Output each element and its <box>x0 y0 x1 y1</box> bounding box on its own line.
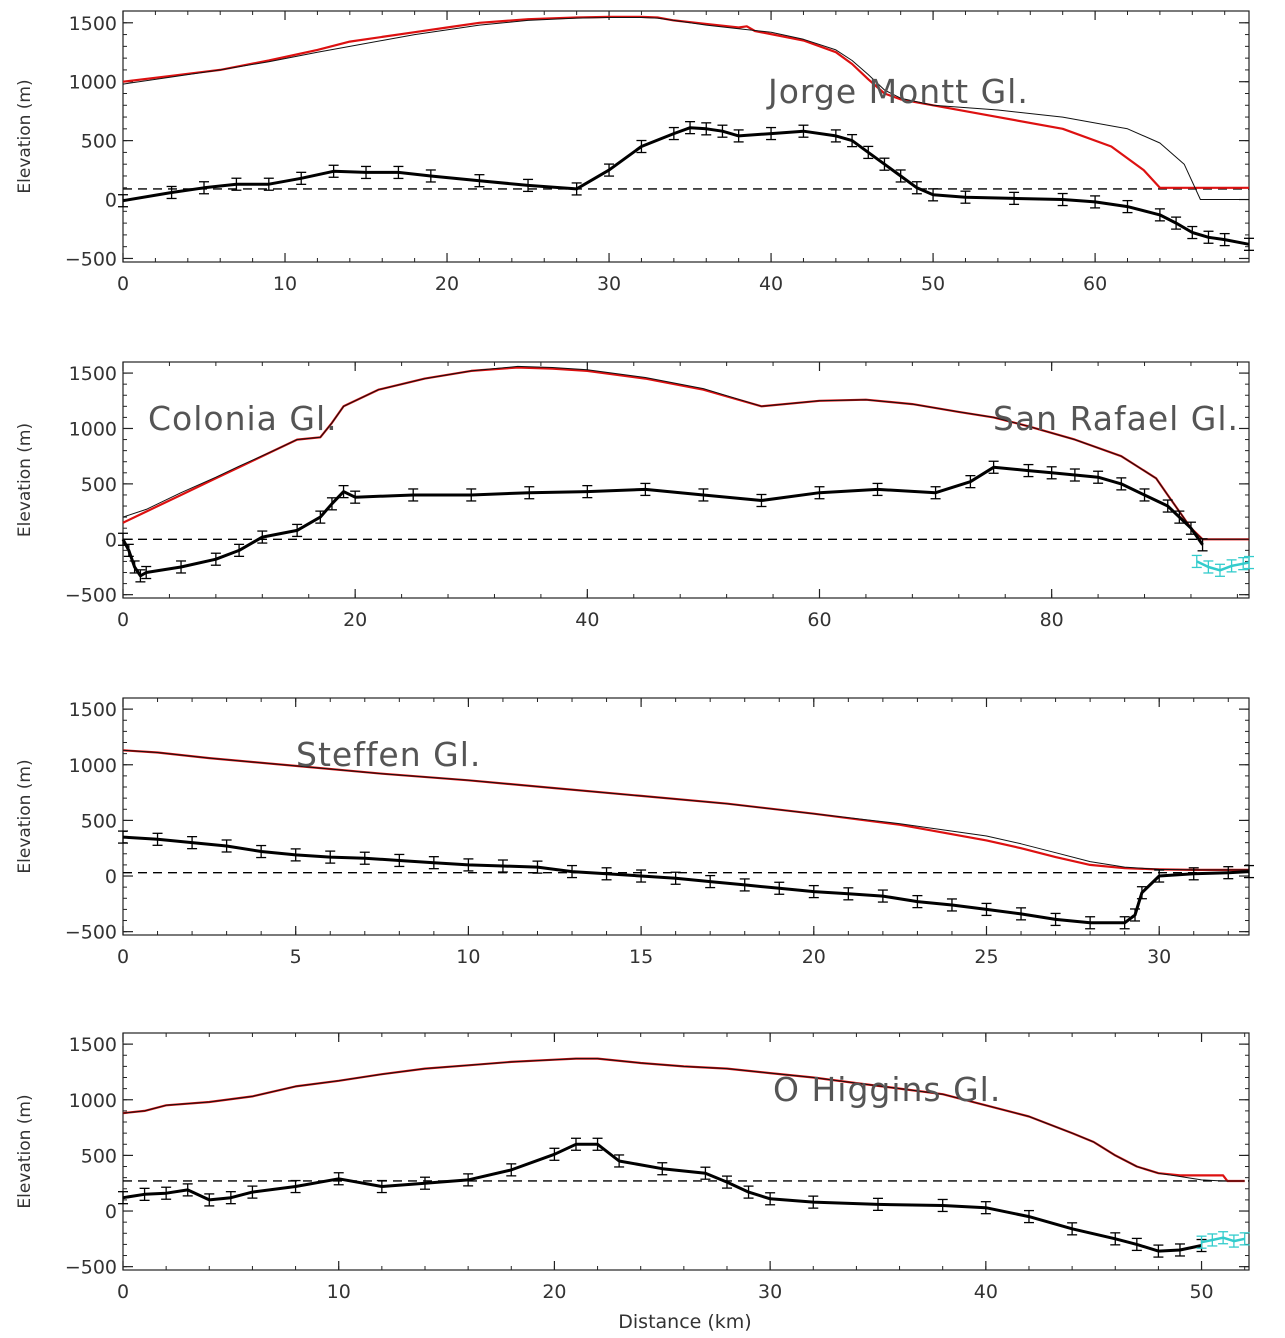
x-tick-label: 80 <box>1040 609 1064 631</box>
x-tick-label: 40 <box>974 1281 998 1303</box>
x-tick-label: 0 <box>117 1281 129 1303</box>
x-tick-label: 5 <box>290 946 302 968</box>
x-tick-label: 15 <box>629 946 653 968</box>
plot-frame <box>122 10 1250 263</box>
bed-elevation-line <box>121 465 1204 578</box>
bed-elevation-line <box>122 835 1250 925</box>
glacier-name-label: O Higgins Gl. <box>773 1070 1001 1109</box>
y-tick-label: 1000 <box>69 72 117 94</box>
x-tick-label: 0 <box>117 273 129 295</box>
x-tick-label: 60 <box>807 609 831 631</box>
plot-frame <box>122 361 1250 599</box>
x-tick-label: 10 <box>456 946 480 968</box>
y-tick-label: 0 <box>105 866 117 888</box>
y-axis-label: Elevation (m) <box>15 79 35 193</box>
y-tick-label: 500 <box>81 1145 117 1167</box>
x-tick-label: 10 <box>273 273 297 295</box>
x-tick-label: 0 <box>117 609 129 631</box>
x-tick-label: 0 <box>117 946 129 968</box>
x-tick-label: 30 <box>1147 946 1171 968</box>
y-tick-label: 500 <box>81 810 117 832</box>
y-tick-label: 0 <box>105 190 117 212</box>
y-tick-label: 1000 <box>69 418 117 440</box>
x-tick-label: 20 <box>542 1281 566 1303</box>
x-tick-label: 30 <box>758 1281 782 1303</box>
x-tick-label: 10 <box>327 1281 351 1303</box>
y-axis-label: Elevation (m) <box>15 423 35 537</box>
y-tick-label: 1500 <box>69 363 117 385</box>
plot-frame <box>122 1032 1250 1271</box>
x-tick-label: 50 <box>1189 1281 1213 1303</box>
bed-cyan-line <box>1196 560 1250 572</box>
y-tick-label: 500 <box>81 474 117 496</box>
x-tick-label: 20 <box>435 273 459 295</box>
glacier-name-label: San Rafael Gl. <box>993 399 1239 438</box>
y-tick-label: 500 <box>81 131 117 153</box>
surface-elevation-line <box>122 749 1249 872</box>
y-tick-label: 0 <box>105 529 117 551</box>
y-tick-label: 1000 <box>69 755 117 777</box>
x-tick-label: 20 <box>343 609 367 631</box>
surface-elevation-line <box>122 15 1249 189</box>
y-axis-label: Elevation (m) <box>15 1094 35 1208</box>
x-tick-label: 30 <box>597 273 621 295</box>
glacier-name-label: Jorge Montt Gl. <box>766 72 1029 111</box>
y-axis-label: Elevation (m) <box>15 759 35 873</box>
bed-elevation-line <box>122 126 1250 246</box>
y-tick-label: 1500 <box>69 1034 117 1056</box>
y-tick-label: 1000 <box>69 1090 117 1112</box>
glacier-name-label: Steffen Gl. <box>296 735 481 774</box>
bed-elevation-line <box>122 1142 1202 1253</box>
surface-reference-line <box>122 365 1249 540</box>
y-tick-label: 1500 <box>69 13 117 35</box>
surface-elevation-line <box>122 366 1249 541</box>
x-axis-label: Distance (km) <box>618 1311 751 1333</box>
y-tick-label: 0 <box>105 1201 117 1223</box>
x-tick-label: 50 <box>921 273 945 295</box>
surface-elevation-line <box>122 1057 1245 1183</box>
y-tick-label: −500 <box>65 248 117 270</box>
surface-reference-line <box>122 749 1249 871</box>
x-tick-label: 20 <box>802 946 826 968</box>
surface-reference-line <box>122 17 1249 200</box>
x-tick-label: 25 <box>974 946 998 968</box>
y-tick-label: 1500 <box>69 699 117 721</box>
y-tick-label: −500 <box>65 1257 117 1279</box>
x-tick-label: 60 <box>1083 273 1107 295</box>
surface-reference-line <box>122 1058 1245 1182</box>
x-tick-label: 40 <box>575 609 599 631</box>
y-tick-label: −500 <box>65 585 117 607</box>
x-tick-label: 40 <box>759 273 783 295</box>
plot-frame <box>122 697 1250 936</box>
glacier-name-label: Colonia Gl. <box>148 399 338 438</box>
y-tick-label: −500 <box>65 922 117 944</box>
